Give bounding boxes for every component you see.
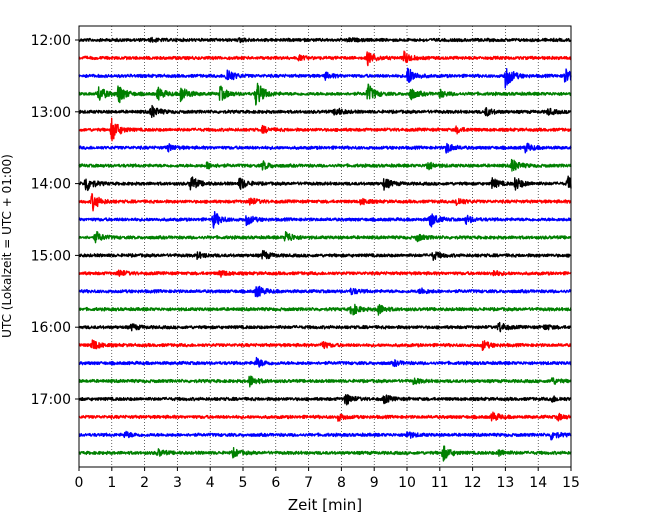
y-tick-label: 17:00 (31, 392, 71, 408)
x-axis-label: Zeit [min] (288, 496, 362, 514)
x-tick-label: 8 (337, 475, 346, 491)
x-tick-label: 5 (239, 475, 248, 491)
x-tick-label: 4 (206, 475, 215, 491)
y-axis-ticks: 12:00 13:00 14:00 15:00 16:00 17:00 (31, 33, 79, 408)
plot-frame (78, 25, 572, 468)
y-tick-label: 12:00 (31, 33, 71, 49)
trace-line (78, 393, 572, 406)
x-tick-label: 12 (464, 475, 482, 491)
trace-line (78, 303, 572, 316)
trace-line (78, 339, 572, 351)
trace-line (78, 285, 572, 298)
trace-line (78, 249, 572, 261)
x-tick-label: 7 (304, 475, 313, 491)
trace-line (78, 321, 572, 333)
trace-line (78, 375, 572, 388)
trace-line (78, 142, 572, 154)
trace-line (78, 104, 572, 119)
trace-line (78, 445, 572, 462)
trace-line (78, 430, 572, 441)
trace-line (78, 411, 572, 422)
y-tick-label: 16:00 (31, 320, 71, 336)
x-tick-label: 0 (75, 475, 84, 491)
x-tick-label: 2 (140, 475, 149, 491)
x-axis-ticks: 0 1 2 3 4 5 6 7 8 9 10 11 12 13 14 15 (75, 467, 580, 491)
trace-line (78, 230, 572, 244)
y-tick-label: 14:00 (31, 177, 71, 193)
x-tick-label: 15 (562, 475, 580, 491)
y-axis-label: UTC (Lokalzeit = UTC + 01:00) (0, 154, 14, 338)
trace-line (78, 67, 572, 89)
x-tick-label: 6 (271, 475, 280, 491)
x-tick-label: 1 (107, 475, 116, 491)
trace-line (78, 117, 572, 142)
x-tick-label: 11 (431, 475, 449, 491)
y-tick-label: 15:00 (31, 248, 71, 264)
trace-line (78, 175, 572, 192)
seismic-traces (78, 36, 572, 462)
trace-line (78, 269, 572, 278)
x-tick-label: 14 (529, 475, 547, 491)
trace-line (78, 82, 572, 106)
trace-line (78, 356, 572, 368)
x-tick-label: 10 (398, 475, 416, 491)
trace-line (78, 50, 572, 67)
trace-line (78, 158, 572, 172)
trace-line (78, 211, 572, 229)
x-tick-label: 3 (173, 475, 182, 491)
x-tick-label: 13 (496, 475, 514, 491)
y-tick-label: 13:00 (31, 105, 71, 121)
trace-line (78, 36, 572, 44)
trace-line (78, 192, 572, 212)
x-tick-label: 9 (370, 475, 379, 491)
